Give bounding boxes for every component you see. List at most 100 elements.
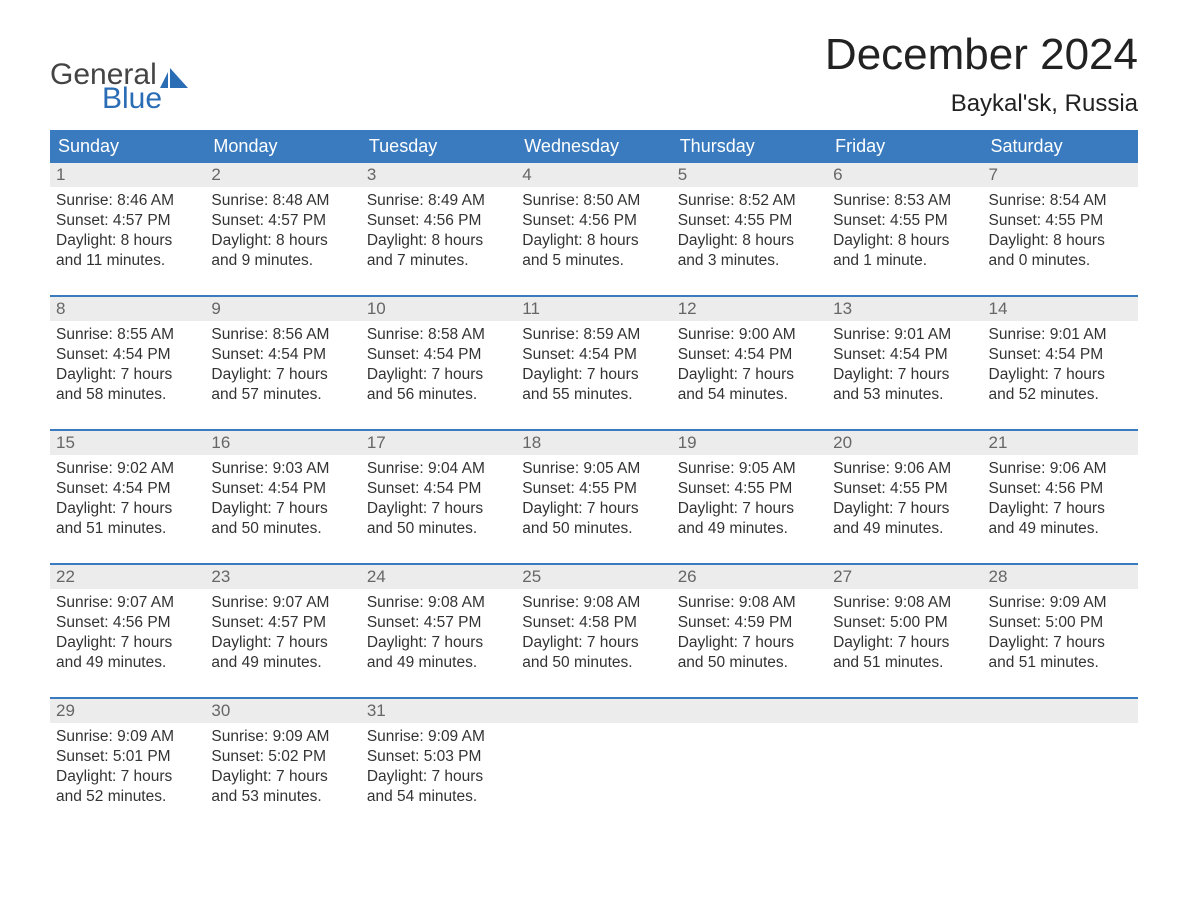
daylight-line-2: and 54 minutes. xyxy=(678,385,821,405)
day-number xyxy=(827,699,982,723)
day-number: 7 xyxy=(983,163,1138,187)
daylight-line-1: Daylight: 8 hours xyxy=(833,231,976,251)
daylight-line-1: Daylight: 8 hours xyxy=(211,231,354,251)
sunrise-line: Sunrise: 8:48 AM xyxy=(211,191,354,211)
sunrise-line: Sunrise: 8:53 AM xyxy=(833,191,976,211)
weekday-monday: Monday xyxy=(205,130,360,163)
daylight-line-2: and 5 minutes. xyxy=(522,251,665,271)
sunset-line: Sunset: 5:00 PM xyxy=(989,613,1132,633)
day-cell: 31Sunrise: 9:09 AMSunset: 5:03 PMDayligh… xyxy=(361,699,516,827)
day-content: Sunrise: 8:46 AMSunset: 4:57 PMDaylight:… xyxy=(50,187,205,280)
sunset-line: Sunset: 4:55 PM xyxy=(833,479,976,499)
sunrise-line: Sunrise: 9:08 AM xyxy=(678,593,821,613)
daylight-line-1: Daylight: 7 hours xyxy=(989,633,1132,653)
day-number xyxy=(672,699,827,723)
day-number: 10 xyxy=(361,297,516,321)
day-cell: 30Sunrise: 9:09 AMSunset: 5:02 PMDayligh… xyxy=(205,699,360,827)
sunset-line: Sunset: 4:55 PM xyxy=(678,479,821,499)
day-content: Sunrise: 8:58 AMSunset: 4:54 PMDaylight:… xyxy=(361,321,516,414)
daylight-line-2: and 3 minutes. xyxy=(678,251,821,271)
daylight-line-2: and 7 minutes. xyxy=(367,251,510,271)
weekday-friday: Friday xyxy=(827,130,982,163)
sunset-line: Sunset: 4:57 PM xyxy=(211,211,354,231)
sunrise-line: Sunrise: 9:09 AM xyxy=(989,593,1132,613)
location: Baykal'sk, Russia xyxy=(825,90,1138,118)
sunrise-line: Sunrise: 9:09 AM xyxy=(211,727,354,747)
day-number: 18 xyxy=(516,431,671,455)
day-number: 14 xyxy=(983,297,1138,321)
day-number: 23 xyxy=(205,565,360,589)
day-content: Sunrise: 9:05 AMSunset: 4:55 PMDaylight:… xyxy=(516,455,671,548)
day-content: Sunrise: 8:48 AMSunset: 4:57 PMDaylight:… xyxy=(205,187,360,280)
sunset-line: Sunset: 4:56 PM xyxy=(522,211,665,231)
day-cell: 26Sunrise: 9:08 AMSunset: 4:59 PMDayligh… xyxy=(672,565,827,693)
daylight-line-1: Daylight: 7 hours xyxy=(678,633,821,653)
daylight-line-1: Daylight: 7 hours xyxy=(522,633,665,653)
day-number: 29 xyxy=(50,699,205,723)
sunset-line: Sunset: 5:00 PM xyxy=(833,613,976,633)
week-row: 29Sunrise: 9:09 AMSunset: 5:01 PMDayligh… xyxy=(50,697,1138,827)
daylight-line-2: and 49 minutes. xyxy=(367,653,510,673)
daylight-line-2: and 51 minutes. xyxy=(989,653,1132,673)
day-content: Sunrise: 9:06 AMSunset: 4:56 PMDaylight:… xyxy=(983,455,1138,548)
sunrise-line: Sunrise: 9:01 AM xyxy=(833,325,976,345)
day-content: Sunrise: 9:09 AMSunset: 5:01 PMDaylight:… xyxy=(50,723,205,816)
day-cell: 10Sunrise: 8:58 AMSunset: 4:54 PMDayligh… xyxy=(361,297,516,425)
sunset-line: Sunset: 5:01 PM xyxy=(56,747,199,767)
day-number xyxy=(516,699,671,723)
daylight-line-1: Daylight: 8 hours xyxy=(522,231,665,251)
daylight-line-1: Daylight: 7 hours xyxy=(367,499,510,519)
daylight-line-1: Daylight: 7 hours xyxy=(56,767,199,787)
day-cell: 18Sunrise: 9:05 AMSunset: 4:55 PMDayligh… xyxy=(516,431,671,559)
sunrise-line: Sunrise: 8:56 AM xyxy=(211,325,354,345)
day-number: 21 xyxy=(983,431,1138,455)
daylight-line-1: Daylight: 7 hours xyxy=(211,767,354,787)
day-content: Sunrise: 9:07 AMSunset: 4:56 PMDaylight:… xyxy=(50,589,205,682)
day-cell: 16Sunrise: 9:03 AMSunset: 4:54 PMDayligh… xyxy=(205,431,360,559)
week-row: 22Sunrise: 9:07 AMSunset: 4:56 PMDayligh… xyxy=(50,563,1138,693)
day-cell: 24Sunrise: 9:08 AMSunset: 4:57 PMDayligh… xyxy=(361,565,516,693)
daylight-line-2: and 58 minutes. xyxy=(56,385,199,405)
sunset-line: Sunset: 4:56 PM xyxy=(56,613,199,633)
daylight-line-1: Daylight: 7 hours xyxy=(367,633,510,653)
day-cell: 25Sunrise: 9:08 AMSunset: 4:58 PMDayligh… xyxy=(516,565,671,693)
daylight-line-1: Daylight: 7 hours xyxy=(56,499,199,519)
daylight-line-1: Daylight: 7 hours xyxy=(211,633,354,653)
day-content: Sunrise: 9:05 AMSunset: 4:55 PMDaylight:… xyxy=(672,455,827,548)
day-content: Sunrise: 8:49 AMSunset: 4:56 PMDaylight:… xyxy=(361,187,516,280)
daylight-line-2: and 49 minutes. xyxy=(989,519,1132,539)
day-cell: 21Sunrise: 9:06 AMSunset: 4:56 PMDayligh… xyxy=(983,431,1138,559)
daylight-line-2: and 55 minutes. xyxy=(522,385,665,405)
day-cell: 14Sunrise: 9:01 AMSunset: 4:54 PMDayligh… xyxy=(983,297,1138,425)
day-number: 12 xyxy=(672,297,827,321)
sunset-line: Sunset: 4:57 PM xyxy=(367,613,510,633)
week-row: 15Sunrise: 9:02 AMSunset: 4:54 PMDayligh… xyxy=(50,429,1138,559)
day-number: 24 xyxy=(361,565,516,589)
sunrise-line: Sunrise: 9:09 AM xyxy=(367,727,510,747)
sunset-line: Sunset: 4:56 PM xyxy=(989,479,1132,499)
sunrise-line: Sunrise: 9:00 AM xyxy=(678,325,821,345)
day-number: 15 xyxy=(50,431,205,455)
sunset-line: Sunset: 4:59 PM xyxy=(678,613,821,633)
day-content: Sunrise: 9:08 AMSunset: 5:00 PMDaylight:… xyxy=(827,589,982,682)
sunset-line: Sunset: 4:55 PM xyxy=(678,211,821,231)
daylight-line-1: Daylight: 7 hours xyxy=(833,499,976,519)
daylight-line-2: and 53 minutes. xyxy=(833,385,976,405)
sunset-line: Sunset: 4:57 PM xyxy=(56,211,199,231)
daylight-line-2: and 11 minutes. xyxy=(56,251,199,271)
day-number: 31 xyxy=(361,699,516,723)
day-number: 28 xyxy=(983,565,1138,589)
sunrise-line: Sunrise: 9:06 AM xyxy=(833,459,976,479)
day-cell: 29Sunrise: 9:09 AMSunset: 5:01 PMDayligh… xyxy=(50,699,205,827)
sunrise-line: Sunrise: 8:46 AM xyxy=(56,191,199,211)
weekday-wednesday: Wednesday xyxy=(516,130,671,163)
daylight-line-2: and 51 minutes. xyxy=(833,653,976,673)
day-content: Sunrise: 9:03 AMSunset: 4:54 PMDaylight:… xyxy=(205,455,360,548)
day-content: Sunrise: 9:02 AMSunset: 4:54 PMDaylight:… xyxy=(50,455,205,548)
title-block: December 2024 Baykal'sk, Russia xyxy=(825,30,1138,118)
day-cell: 17Sunrise: 9:04 AMSunset: 4:54 PMDayligh… xyxy=(361,431,516,559)
day-content: Sunrise: 9:09 AMSunset: 5:00 PMDaylight:… xyxy=(983,589,1138,682)
day-content: Sunrise: 9:08 AMSunset: 4:59 PMDaylight:… xyxy=(672,589,827,682)
sunset-line: Sunset: 4:54 PM xyxy=(211,345,354,365)
day-number: 26 xyxy=(672,565,827,589)
